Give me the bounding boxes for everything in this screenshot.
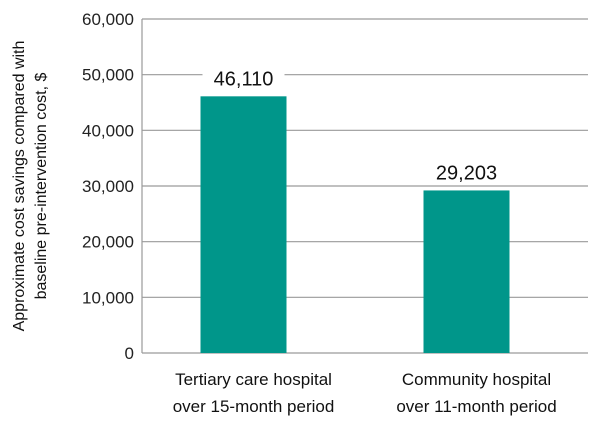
- data-label: 46,110: [214, 68, 274, 90]
- x-category-label: over 15-month period: [173, 397, 335, 416]
- y-tick-label: 40,000: [82, 121, 134, 140]
- x-axis-labels: Tertiary care hospital over 15-month peri…: [173, 370, 557, 416]
- data-label: 29,203: [436, 162, 497, 184]
- y-tick-label: 60,000: [82, 10, 134, 29]
- y-tick-label: 0: [125, 344, 134, 363]
- y-axis-ticks: 0 10,000 20,000 30,000 40,000 50,000 60,000: [82, 10, 134, 363]
- y-tick-label: 20,000: [82, 233, 134, 252]
- y-tick-label: 10,000: [82, 288, 134, 307]
- y-tick-label: 30,000: [82, 177, 134, 196]
- x-category-label: Community hospital: [402, 370, 551, 389]
- bar-1: [423, 190, 510, 353]
- bar-0: [200, 96, 287, 354]
- y-axis-label-line: baseline pre-intervention cost, $: [33, 73, 50, 300]
- y-axis-label-line: Approximate cost savings compared with: [11, 41, 28, 332]
- bars: 46,110 29,203: [200, 66, 510, 354]
- data-label-background: [202, 66, 285, 91]
- x-category-label: Tertiary care hospital: [175, 370, 332, 389]
- y-tick-label: 50,000: [82, 66, 134, 85]
- x-category-label: over 11-month period: [396, 397, 556, 416]
- y-axis-label: Approximate cost savings compared with ba…: [11, 41, 50, 332]
- data-label-background: [425, 160, 508, 185]
